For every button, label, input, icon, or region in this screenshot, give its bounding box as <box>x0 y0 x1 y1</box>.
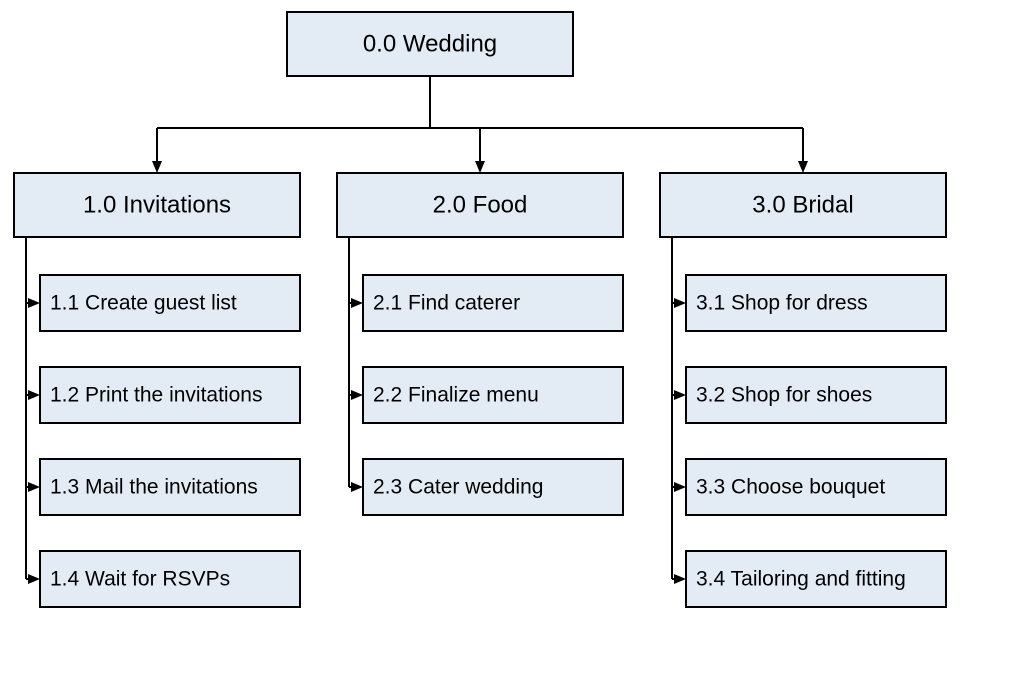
item-b3-3-label: 3.4 Tailoring and fitting <box>696 568 906 591</box>
tick-arrow-b1-2 <box>28 482 40 492</box>
drop-arrow-b1 <box>152 161 162 173</box>
item-b1-2-label: 1.3 Mail the invitations <box>50 476 258 499</box>
item-b2-1-label: 2.2 Finalize menu <box>373 384 539 407</box>
branch-header-b1-label: 1.0 Invitations <box>83 192 231 219</box>
tick-arrow-b3-1 <box>674 390 686 400</box>
item-b3-0-label: 3.1 Shop for dress <box>696 292 868 315</box>
tick-arrow-b1-3 <box>28 574 40 584</box>
tick-arrow-b3-3 <box>674 574 686 584</box>
tick-arrow-b3-2 <box>674 482 686 492</box>
item-b3-2-label: 3.3 Choose bouquet <box>696 476 885 499</box>
drop-arrow-b2 <box>475 161 485 173</box>
tick-arrow-b1-0 <box>28 298 40 308</box>
item-b1-3-label: 1.4 Wait for RSVPs <box>50 568 230 591</box>
root-node-label: 0.0 Wedding <box>363 31 497 58</box>
item-b1-1-label: 1.2 Print the invitations <box>50 384 262 407</box>
wbs-diagram: 0.0 Wedding 1.0 Invitations 1.1 Create gue… <box>0 0 1024 699</box>
item-b1-0-label: 1.1 Create guest list <box>50 292 237 315</box>
item-b2-2-label: 2.3 Cater wedding <box>373 476 543 499</box>
tick-arrow-b2-2 <box>351 482 363 492</box>
tick-arrow-b1-1 <box>28 390 40 400</box>
drop-arrow-b3 <box>798 161 808 173</box>
branch-header-b2-label: 2.0 Food <box>433 192 528 219</box>
tick-arrow-b2-1 <box>351 390 363 400</box>
item-b3-1-label: 3.2 Shop for shoes <box>696 384 872 407</box>
tick-arrow-b2-0 <box>351 298 363 308</box>
tick-arrow-b3-0 <box>674 298 686 308</box>
item-b2-0-label: 2.1 Find caterer <box>373 292 520 315</box>
branch-header-b3-label: 3.0 Bridal <box>752 192 853 219</box>
